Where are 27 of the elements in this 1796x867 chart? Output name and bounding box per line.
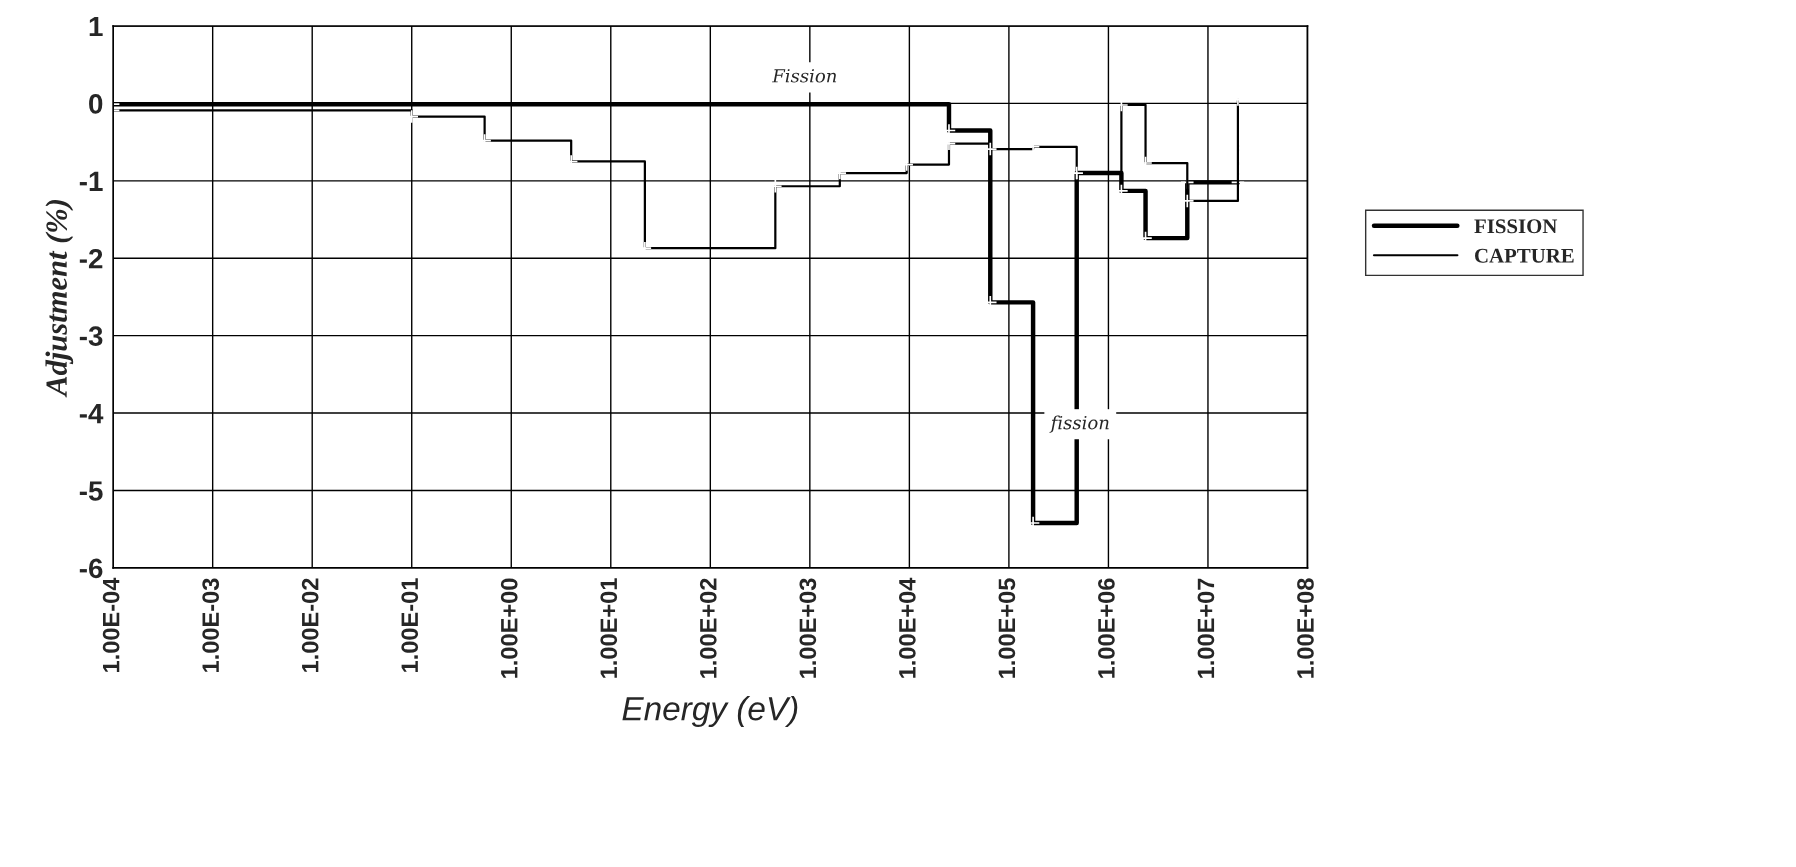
- x-axis-title: Energy (eV): [622, 696, 798, 728]
- legend-label: FISSION: [1474, 219, 1558, 234]
- x-tick-label: 1.00E-04: [102, 577, 120, 672]
- annotation: fission: [1049, 415, 1109, 433]
- x-tick-label: 1.00E-01: [401, 578, 419, 672]
- y-tick-label: -2: [79, 248, 103, 269]
- y-tick-label: -6: [79, 558, 103, 579]
- x-tick-label: 1.00E+04: [898, 577, 916, 678]
- x-tick-label: 1.00E+05: [998, 578, 1016, 678]
- y-tick-label: 1: [89, 16, 103, 37]
- y-tick-label: 0: [89, 94, 103, 114]
- annotation: Fission: [772, 69, 837, 83]
- x-tick-label: 1.00E+08: [1297, 578, 1314, 678]
- x-tick-label: 1.00E-02: [301, 578, 319, 672]
- x-tick-label: 1.00E+07: [1197, 578, 1215, 678]
- x-tick-label: 1.00E+02: [699, 578, 717, 678]
- legend-label: CAPTURE: [1475, 248, 1574, 263]
- x-tick-label: 1.00E+00: [500, 578, 518, 678]
- x-tick-label: 1.00E+03: [799, 578, 817, 678]
- y-tick-label: -3: [79, 326, 103, 347]
- y-tick-label: -4: [79, 404, 104, 424]
- x-tick-label: 1.00E+01: [600, 578, 618, 678]
- y-tick-label: -5: [79, 481, 103, 501]
- x-tick-label: 1.00E-03: [202, 578, 220, 672]
- y-axis-title: Adjustment (%): [45, 200, 74, 398]
- x-tick-label: 1.00E+06: [1098, 578, 1115, 678]
- y-tick-label: -1: [79, 171, 103, 191]
